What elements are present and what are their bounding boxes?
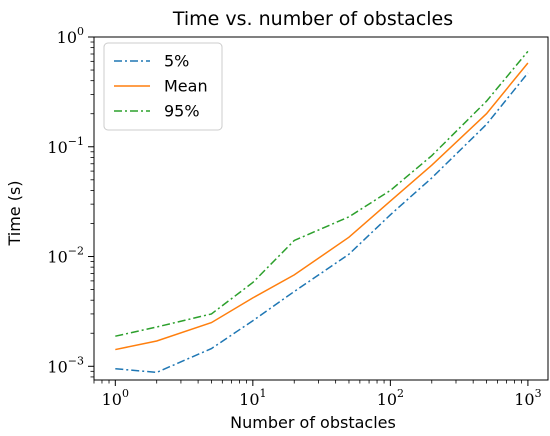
series-line-3	[115, 50, 529, 337]
y-tick-label: 10−1	[47, 135, 84, 157]
plot-area	[115, 50, 529, 374]
x-axis-label: Number of obstacles	[230, 413, 396, 432]
y-tick-label: 10−2	[47, 245, 84, 267]
x-tick-label: 100	[102, 387, 129, 409]
x-tick-label: 101	[239, 387, 266, 409]
legend-label-1: 5%	[164, 52, 189, 71]
x-tick-label: 102	[377, 387, 404, 409]
legend: 5% Mean 95%	[103, 42, 223, 131]
y-tick-label: 10−3	[47, 354, 84, 376]
series-line-1	[115, 72, 529, 374]
legend-label-2: Mean	[164, 77, 208, 96]
chart-title: Time vs. number of obstacles	[172, 8, 453, 30]
y-axis-label: Time (s)	[5, 180, 24, 246]
x-tick-label: 103	[514, 387, 541, 409]
legend-box	[103, 42, 223, 131]
y-tick-label: 100	[57, 25, 84, 47]
legend-label-3: 95%	[164, 102, 200, 121]
axes-frame	[93, 36, 549, 381]
series-line-2	[115, 62, 529, 351]
axes: 100 101 102 103 10−3 10−2 10−1 100	[47, 25, 549, 409]
